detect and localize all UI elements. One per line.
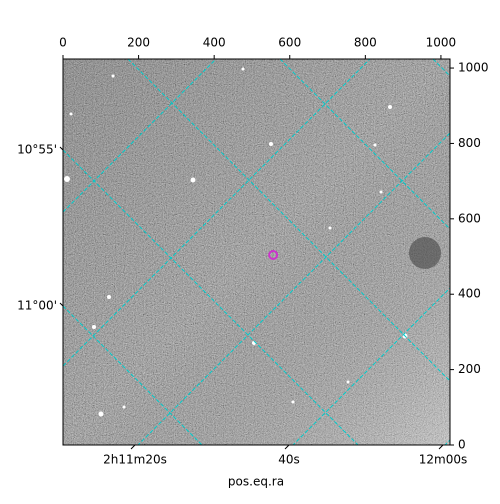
- dec-tick-label: 10°55': [17, 143, 57, 157]
- marker: [268, 250, 279, 261]
- ra-tick: [284, 444, 290, 450]
- x-tick-label: 800: [354, 36, 377, 50]
- dec-tick: [59, 146, 64, 151]
- x-tick-label: 1000: [426, 36, 457, 50]
- x-tick-label: 600: [278, 36, 301, 50]
- y-tick-label: 400: [458, 287, 481, 301]
- dec-tick-label: 11°00': [17, 299, 57, 313]
- y-tick-label: 0: [458, 438, 466, 452]
- y-tick-label: 1000: [458, 61, 489, 75]
- ra-tick-label: 12m00s: [419, 453, 467, 467]
- plot-frame: [62, 58, 451, 446]
- x-tick-label: 400: [203, 36, 226, 50]
- ra-tick-label: 40s: [278, 453, 300, 467]
- ra-tick: [438, 444, 444, 450]
- world-grid: [63, 59, 450, 445]
- x-tick-label: 0: [59, 36, 67, 50]
- sky-image: [63, 59, 450, 445]
- y-tick-label: 600: [458, 211, 481, 225]
- ra-tick-label: 2h11m20s: [103, 453, 167, 467]
- y-tick-label: 200: [458, 362, 481, 376]
- ra-tick: [130, 444, 136, 450]
- x-tick-label: 200: [127, 36, 150, 50]
- dec-tick: [59, 302, 64, 307]
- y-tick-label: 800: [458, 136, 481, 150]
- x-axis-label: pos.eq.ra: [228, 475, 284, 489]
